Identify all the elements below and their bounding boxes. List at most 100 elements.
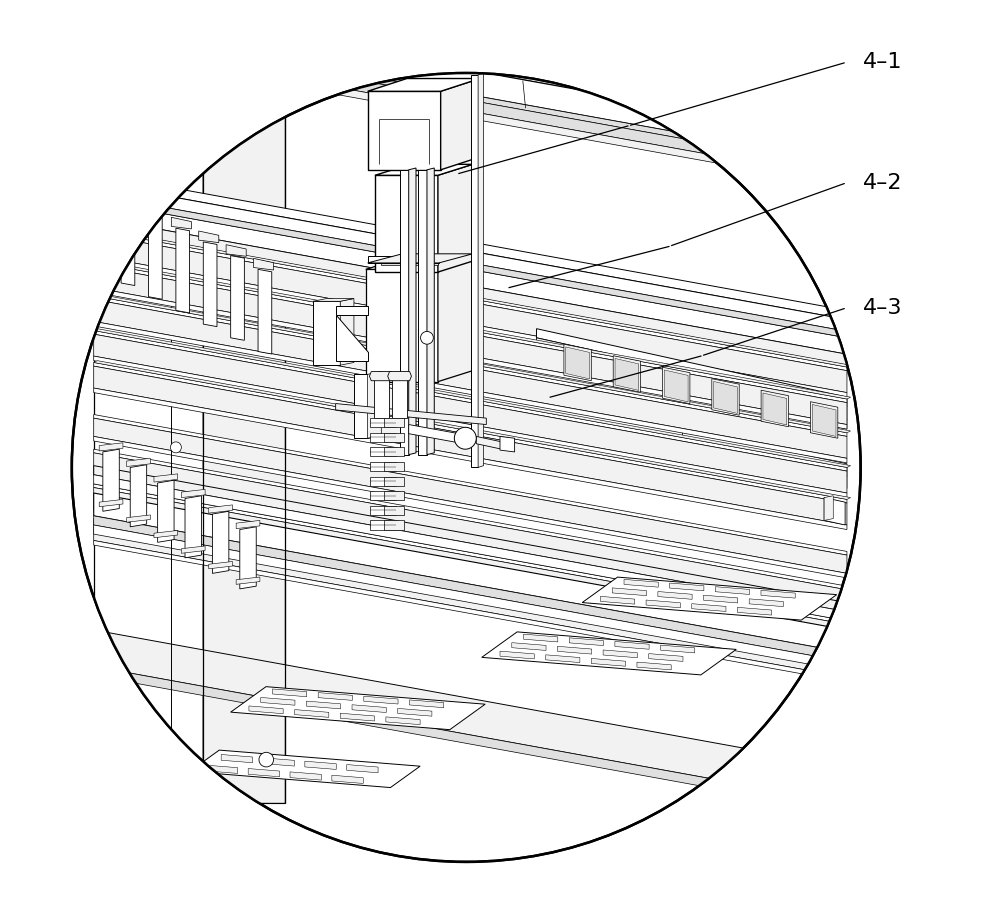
Polygon shape <box>368 91 441 170</box>
Polygon shape <box>236 520 260 529</box>
Polygon shape <box>714 382 737 414</box>
Polygon shape <box>258 269 272 354</box>
Polygon shape <box>384 447 404 456</box>
Polygon shape <box>94 488 847 643</box>
Polygon shape <box>295 709 329 718</box>
Circle shape <box>170 442 181 453</box>
Polygon shape <box>336 404 486 425</box>
Polygon shape <box>305 761 336 770</box>
Polygon shape <box>94 388 847 530</box>
Polygon shape <box>94 666 847 813</box>
Polygon shape <box>208 14 865 142</box>
Polygon shape <box>368 372 381 438</box>
Circle shape <box>72 73 861 862</box>
Polygon shape <box>94 453 847 608</box>
Polygon shape <box>94 540 847 682</box>
Polygon shape <box>94 331 847 471</box>
Polygon shape <box>591 658 626 666</box>
Polygon shape <box>185 496 201 558</box>
Polygon shape <box>438 164 473 272</box>
Polygon shape <box>94 525 847 671</box>
Polygon shape <box>384 477 404 486</box>
Polygon shape <box>94 466 847 612</box>
Polygon shape <box>154 474 178 482</box>
Polygon shape <box>763 393 787 425</box>
Polygon shape <box>615 642 649 649</box>
Polygon shape <box>370 418 396 427</box>
Polygon shape <box>370 491 396 500</box>
Polygon shape <box>94 449 847 590</box>
Polygon shape <box>231 256 244 341</box>
Polygon shape <box>181 546 205 553</box>
Polygon shape <box>392 374 407 418</box>
Polygon shape <box>692 603 726 612</box>
Polygon shape <box>347 764 378 772</box>
Polygon shape <box>500 436 515 452</box>
Polygon shape <box>94 230 847 371</box>
Polygon shape <box>384 506 404 515</box>
Polygon shape <box>566 347 589 379</box>
Polygon shape <box>94 522 847 677</box>
Polygon shape <box>99 443 123 451</box>
Polygon shape <box>206 765 238 773</box>
Polygon shape <box>582 577 837 620</box>
Polygon shape <box>374 374 389 418</box>
Polygon shape <box>306 701 341 708</box>
Polygon shape <box>398 708 432 716</box>
Polygon shape <box>370 447 396 456</box>
Polygon shape <box>500 651 534 659</box>
Polygon shape <box>441 79 480 170</box>
Text: 4–3: 4–3 <box>862 298 902 318</box>
Polygon shape <box>94 183 847 331</box>
Polygon shape <box>712 379 739 415</box>
Polygon shape <box>336 306 368 315</box>
Polygon shape <box>127 515 150 522</box>
Polygon shape <box>332 775 363 783</box>
Polygon shape <box>199 231 219 243</box>
Polygon shape <box>368 256 439 263</box>
Polygon shape <box>94 516 847 662</box>
Polygon shape <box>438 258 473 382</box>
Polygon shape <box>824 496 833 520</box>
Polygon shape <box>212 511 229 573</box>
Polygon shape <box>176 228 190 313</box>
Polygon shape <box>603 650 637 657</box>
Polygon shape <box>94 228 847 374</box>
Polygon shape <box>94 299 847 458</box>
Polygon shape <box>94 484 847 624</box>
Polygon shape <box>94 288 847 429</box>
Polygon shape <box>94 630 847 803</box>
Polygon shape <box>546 655 580 663</box>
Polygon shape <box>537 329 847 406</box>
Polygon shape <box>94 361 851 499</box>
Polygon shape <box>354 374 368 438</box>
Polygon shape <box>340 713 374 721</box>
Polygon shape <box>94 436 847 578</box>
Polygon shape <box>384 418 404 427</box>
Polygon shape <box>384 520 404 530</box>
Polygon shape <box>370 433 396 442</box>
Polygon shape <box>613 356 641 393</box>
Polygon shape <box>664 370 688 402</box>
Polygon shape <box>427 168 434 455</box>
Polygon shape <box>94 217 847 365</box>
Polygon shape <box>94 493 847 653</box>
Polygon shape <box>94 362 847 503</box>
Polygon shape <box>761 390 789 426</box>
Polygon shape <box>368 254 473 263</box>
Polygon shape <box>612 588 646 595</box>
Polygon shape <box>94 506 847 647</box>
Polygon shape <box>240 527 256 589</box>
Polygon shape <box>471 75 478 467</box>
Polygon shape <box>94 260 851 399</box>
Polygon shape <box>203 59 285 803</box>
Polygon shape <box>637 662 671 670</box>
Polygon shape <box>624 580 658 587</box>
Polygon shape <box>812 404 836 436</box>
Polygon shape <box>670 583 704 591</box>
Polygon shape <box>370 462 396 471</box>
Polygon shape <box>94 228 851 367</box>
Polygon shape <box>715 587 750 594</box>
Polygon shape <box>130 465 147 527</box>
Polygon shape <box>94 173 847 320</box>
